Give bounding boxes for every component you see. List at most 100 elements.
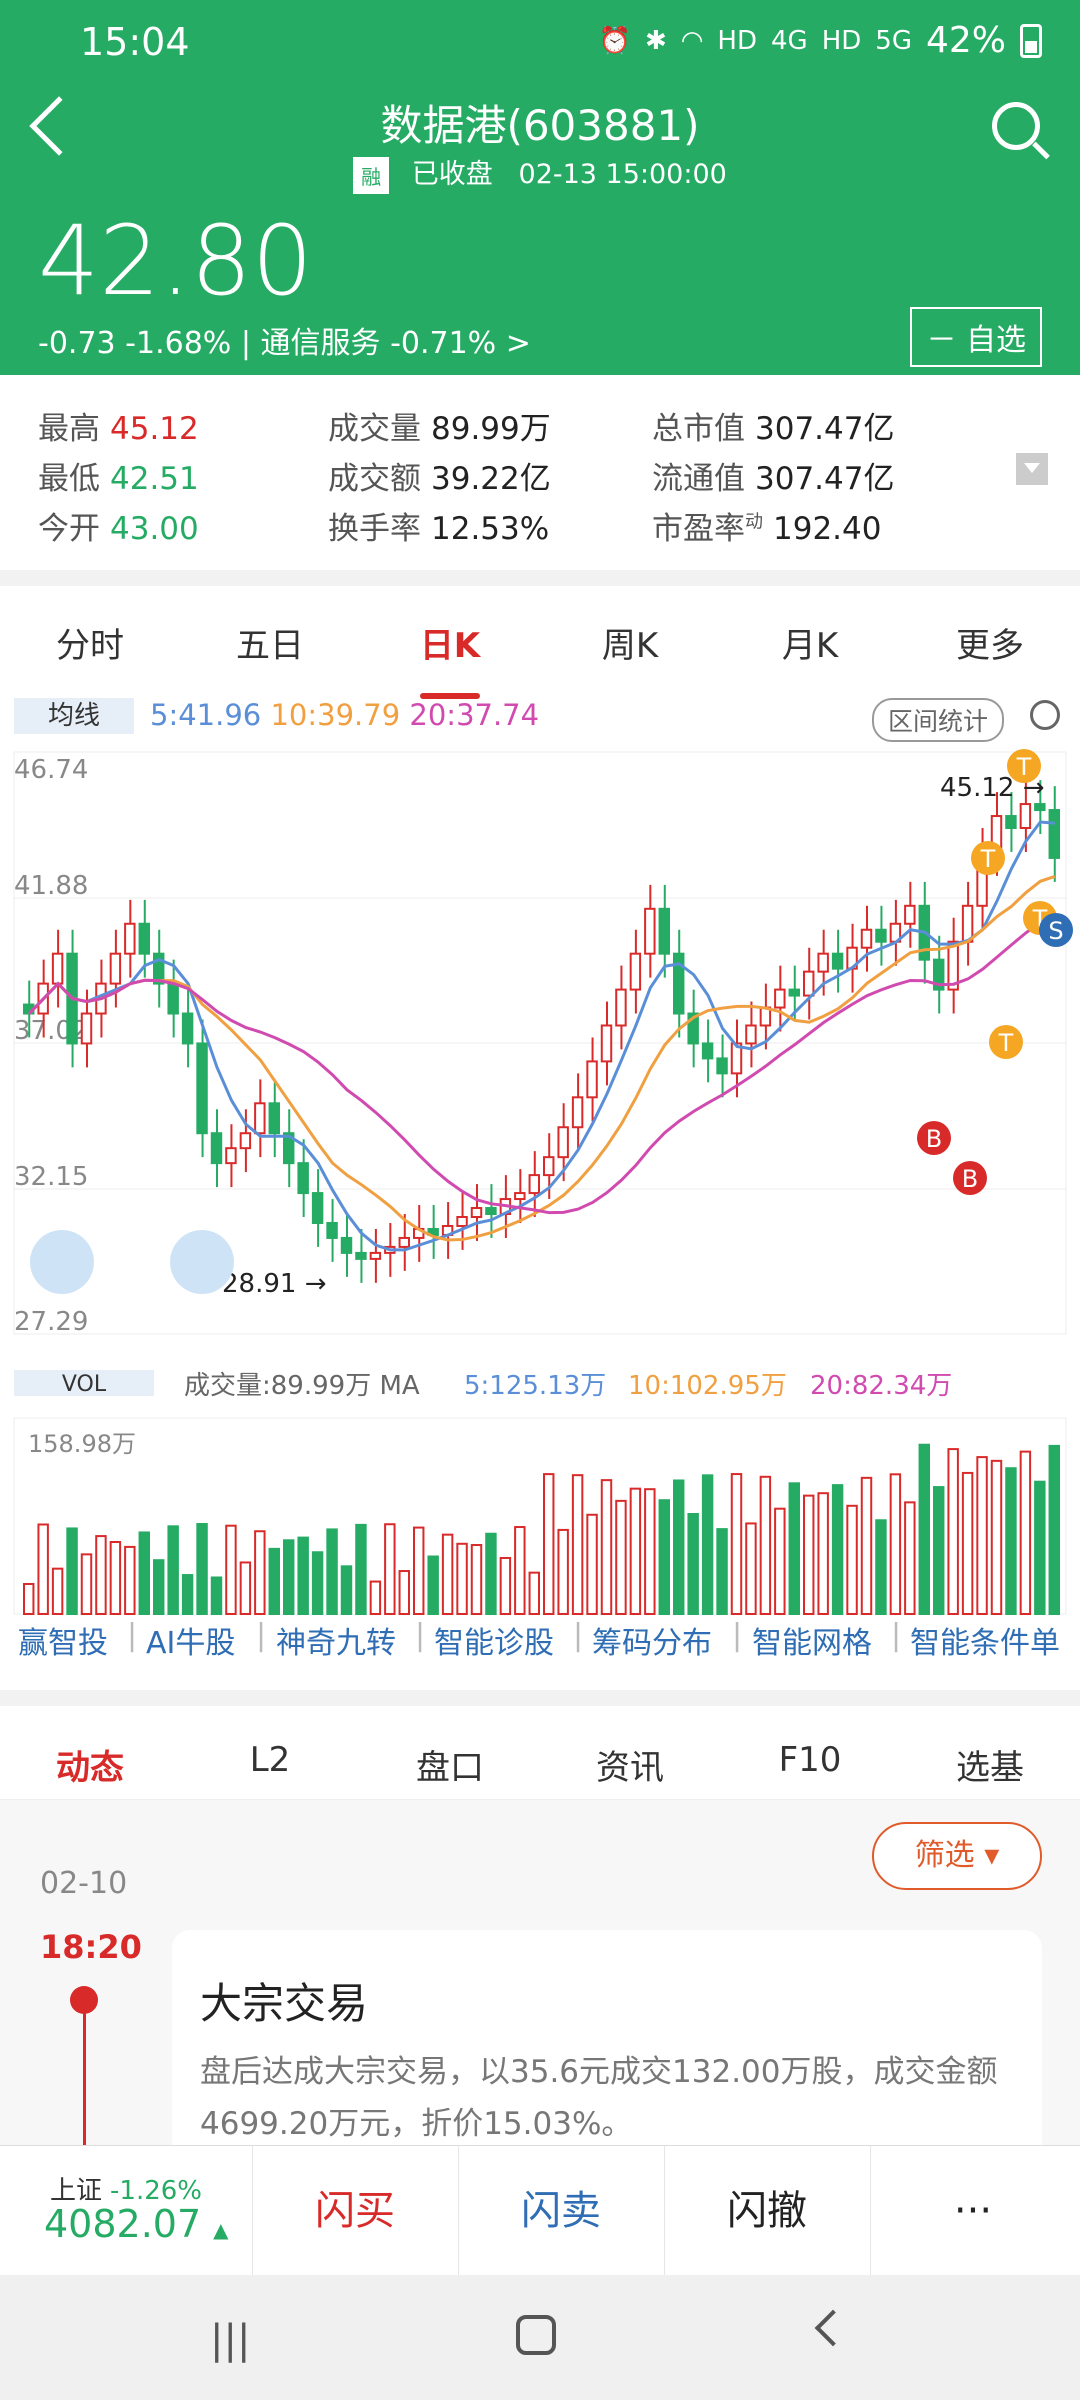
close-state: 已收盘 <box>411 159 493 190</box>
tab-more[interactable]: 更多 <box>956 626 1024 666</box>
search-icon[interactable] <box>992 102 1040 150</box>
vol-bar <box>947 1448 959 1615</box>
vol-bar <box>904 1501 916 1616</box>
vol-bar <box>860 1476 873 1615</box>
vol-bar <box>124 1545 136 1615</box>
tab-minute[interactable]: 分时 <box>56 626 124 666</box>
vol-bar <box>543 1473 555 1615</box>
signal-marker-label: B <box>962 1165 978 1193</box>
vol-bar <box>701 1474 714 1615</box>
quote-datetime: 02-13 15:00:00 <box>518 159 727 190</box>
vol-bar <box>326 1528 338 1615</box>
back-icon[interactable] <box>814 2309 852 2347</box>
vol-bar <box>239 1561 252 1615</box>
system-nav-bar: ||| <box>0 2275 1080 2400</box>
tab-news[interactable]: 资讯 <box>596 1748 664 1788</box>
candle <box>803 970 815 997</box>
candle <box>167 982 179 1015</box>
vol-bar <box>961 1471 974 1615</box>
signal-marker <box>917 1121 951 1155</box>
candle <box>673 952 685 1015</box>
volume-chart[interactable]: VOL 成交量:89.99万 MA 5:125.13万 10:102.95万 20:82… <box>0 1360 1080 1620</box>
news-title: 大宗交易 <box>200 1979 369 2028</box>
candle <box>514 1192 526 1201</box>
news-feed: 筛选 ▾ 02-10 18:20 大宗交易 盘后达成大宗交易，以35.6元成交1… <box>0 1800 1080 2160</box>
home-icon[interactable] <box>516 2315 556 2355</box>
y-label: 32.15 <box>14 1162 88 1192</box>
flash-sell-button[interactable]: 闪卖 <box>458 2146 663 2276</box>
candle <box>225 1147 237 1165</box>
sector-link[interactable]: | 通信服务 <box>240 326 381 361</box>
vol-bar <box>398 1570 410 1616</box>
tab-daily-k[interactable]: 日K <box>370 618 530 699</box>
candle <box>543 1156 555 1177</box>
ma-tag[interactable]: 均线 <box>14 698 134 734</box>
news-body: 盘后达成大宗交易，以35.6元成交132.00万股，成交金额4699.20万元，… <box>200 2054 998 2142</box>
flash-cancel-button[interactable]: 闪撤 <box>664 2146 869 2276</box>
vol-bar <box>600 1479 613 1615</box>
index-name[interactable]: 上证 -1.26% <box>50 2176 202 2206</box>
status-time: 15:04 <box>80 20 190 64</box>
recent-apps-icon[interactable]: ||| <box>210 2317 251 2363</box>
candle <box>947 940 959 991</box>
vol-bar <box>485 1532 497 1616</box>
vol-bar <box>181 1574 194 1615</box>
candlestick-chart[interactable]: 46.7441.8837.0232.1527.292025-11-202026-… <box>0 740 1080 1340</box>
candle <box>109 952 122 985</box>
candle <box>210 1132 223 1165</box>
signal-marker <box>953 1161 987 1195</box>
tool-2[interactable]: 神奇九转 <box>276 1626 396 1661</box>
battery-level: 42% <box>925 20 1006 61</box>
trade-bar: 上证 -1.26% 4082.07 ▲ 闪买 闪卖 闪撤 ··· <box>0 2145 1080 2276</box>
bluetooth-icon: ✱ <box>644 25 667 56</box>
range-stats-button[interactable]: 区间统计 <box>871 698 1004 742</box>
tool-3[interactable]: 智能诊股 <box>434 1626 554 1661</box>
news-date: 02-10 <box>40 1866 128 1901</box>
filter-button[interactable]: 筛选 ▾ <box>872 1822 1042 1890</box>
tool-4[interactable]: 筹码分布 <box>592 1626 712 1661</box>
index-value[interactable]: 4082.07 ▲ <box>44 2202 229 2246</box>
tool-0[interactable]: 赢智投 <box>18 1626 108 1661</box>
tool-1[interactable]: AI牛股 <box>146 1626 236 1661</box>
status-bar: 15:04 ⏰ ✱ ◠ HD 4G HD 5G 42% <box>0 0 1080 90</box>
stats-panel: 最高 45.12 最低 42.51 今开 43.00 成交量 89.99万 成交额 39.… <box>0 375 1080 570</box>
tab-monthly-k[interactable]: 月K <box>781 626 839 666</box>
x-start-label: 2025-11-20 <box>14 1339 165 1340</box>
candle <box>398 1236 410 1248</box>
vol-tag <box>14 1370 154 1396</box>
more-button[interactable]: ··· <box>870 2146 1075 2276</box>
vol-bar <box>1048 1444 1060 1615</box>
tool-5[interactable]: 智能网格 <box>752 1626 872 1661</box>
tab-dynamics[interactable]: 动态 <box>10 1740 170 1821</box>
tab-weekly-k[interactable]: 周K <box>601 626 659 666</box>
tab-orderbook[interactable]: 盘口 <box>416 1748 484 1788</box>
signal-marker-label: T <box>980 845 996 873</box>
vol-tag-label: VOL <box>62 1372 107 1397</box>
vol-bar <box>514 1526 526 1615</box>
expand-stats-icon[interactable] <box>1016 453 1048 485</box>
candle <box>557 1126 569 1159</box>
vol-bar <box>615 1499 627 1615</box>
vol-bar <box>196 1523 208 1615</box>
news-card[interactable]: 大宗交易 盘后达成大宗交易，以35.6元成交132.00万股，成交金额4699.… <box>172 1930 1042 2160</box>
vol-frame <box>13 1417 1067 1615</box>
tab-fund[interactable]: 选基 <box>956 1748 1024 1788</box>
candle <box>268 1102 280 1135</box>
candle <box>311 1192 324 1224</box>
candle <box>528 1174 540 1195</box>
tool-6[interactable]: 智能条件单 <box>910 1626 1060 1661</box>
tab-f10[interactable]: F10 <box>778 1740 842 1780</box>
vol-ma10: 10:102.95万 <box>628 1371 787 1401</box>
tab-5day[interactable]: 五日 <box>236 626 304 666</box>
watchlist-button[interactable]: － 自选 <box>910 307 1042 367</box>
tab-l2[interactable]: L2 <box>249 1740 291 1780</box>
vol-bar <box>658 1499 670 1616</box>
candle <box>1034 803 1046 812</box>
candle <box>326 1221 338 1239</box>
flash-buy-button[interactable]: 闪买 <box>252 2146 457 2276</box>
candle <box>904 904 916 925</box>
candle <box>817 952 829 973</box>
gear-icon[interactable] <box>1030 700 1060 730</box>
vol-bar <box>384 1523 396 1615</box>
candle <box>153 952 165 985</box>
